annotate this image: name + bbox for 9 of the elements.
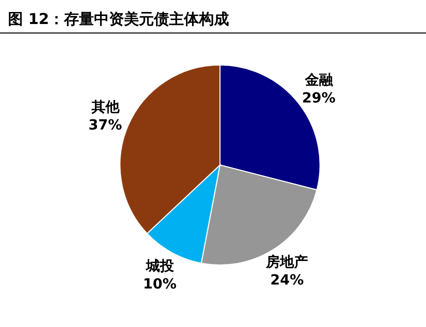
data-label: 37% xyxy=(88,117,122,134)
data-label: 24% xyxy=(270,272,304,289)
chart-title: 图 12：存量中资美元债主体构成 xyxy=(8,10,230,28)
data-label: 29% xyxy=(302,90,336,106)
slice-label: 城投 xyxy=(144,258,175,275)
slice-label: 房地产 xyxy=(264,254,308,271)
data-label: 10% xyxy=(143,276,177,293)
slice-label: 金融 xyxy=(304,72,334,88)
slice-label: 其他 xyxy=(90,99,120,116)
